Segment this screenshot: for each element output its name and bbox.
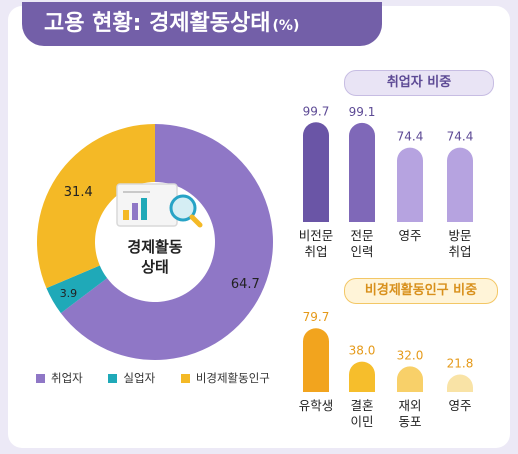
employed-share-bar — [447, 147, 473, 222]
inactive-share-value-label: 79.7 — [303, 310, 330, 324]
employed-share-category-label: 인력 — [350, 244, 373, 259]
donut-slice — [46, 265, 108, 314]
page-title: 고용 현황: 경제활동상태 (%) — [22, 2, 382, 46]
inactive-share-value-label: 38.0 — [349, 344, 376, 358]
inactive-share-category-label: 영주 — [448, 398, 471, 413]
employed-share-category-label: 취업 — [448, 244, 471, 259]
inactive-share-bar — [303, 328, 329, 392]
center-label-line-1: 경제활동 — [127, 238, 182, 256]
employed-share-value-label: 99.1 — [349, 105, 376, 119]
employed-share-category-label: 취업 — [304, 244, 327, 259]
title-unit: (%) — [272, 18, 300, 34]
employed-share-category-label: 영주 — [398, 228, 421, 243]
title-text: 고용 현황: 경제활동상태 — [44, 11, 271, 36]
inactive-share-title: 비경제활동인구 비중 — [344, 278, 498, 304]
inactive-share-category-label: 유학생 — [299, 398, 334, 413]
inactive-share-category-label: 결혼 — [350, 398, 373, 413]
slice-value-label: 64.7 — [231, 277, 260, 292]
slice-value-label: 3.9 — [60, 287, 78, 300]
center-badge: 경제활동 상태 — [102, 183, 208, 295]
donut-slice — [36, 124, 155, 289]
legend-label: 취업자 — [51, 371, 83, 385]
employed-share-category-label: 방문 — [448, 228, 471, 243]
inactive-share-bar — [397, 366, 423, 392]
inactive-share-category-label: 이민 — [350, 414, 373, 429]
center-label-line-2: 상태 — [141, 258, 169, 276]
employed-share-value-label: 74.4 — [447, 130, 474, 144]
employed-share-category-label: 비전문 — [299, 228, 334, 243]
employed-share-bar — [349, 122, 375, 222]
inactive-share-bar — [349, 361, 375, 392]
employed-share-value-label: 74.4 — [397, 130, 424, 144]
legend-label: 실업자 — [123, 371, 156, 385]
legend-label: 비경제활동인구 — [195, 371, 270, 385]
inactive-share-bar — [447, 374, 473, 392]
inactive-share-category-label: 재외 — [398, 398, 421, 413]
employed-share-title: 취업자 비중 — [344, 70, 494, 96]
chart-magnifier-icon — [116, 183, 203, 228]
employed-share-value-label: 99.7 — [303, 104, 330, 118]
inactive-share-value-label: 21.8 — [447, 357, 474, 371]
inactive-share-value-label: 32.0 — [397, 348, 424, 362]
employed-share-bar — [303, 122, 329, 222]
employed-share-bar — [397, 147, 423, 222]
donut-slice — [60, 124, 273, 360]
slice-value-label: 31.4 — [64, 185, 93, 200]
inactive-share-category-label: 동포 — [398, 414, 421, 429]
legend-item-inactive: 비경제활동인구 — [180, 370, 270, 386]
legend-item-unemployed: 실업자 — [108, 370, 155, 386]
legend-item-employed: 취업자 — [36, 370, 83, 386]
donut-legend: 취업자 실업자 비경제활동인구 — [36, 370, 292, 386]
employed-share-category-label: 전문 — [350, 228, 373, 243]
